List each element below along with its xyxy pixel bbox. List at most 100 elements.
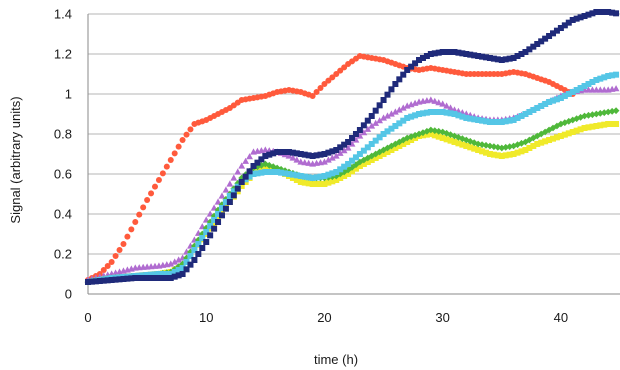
data-point [246, 153, 253, 160]
data-point [356, 163, 363, 169]
data-point [471, 52, 478, 59]
data-point [179, 265, 186, 271]
data-point [337, 144, 344, 151]
data-point [345, 171, 352, 177]
data-point [372, 155, 379, 161]
data-point [486, 151, 493, 157]
series-2 [84, 85, 620, 283]
data-point [411, 131, 419, 139]
data-point [506, 117, 513, 124]
data-point [380, 131, 387, 137]
data-point [518, 148, 525, 155]
data-point [483, 118, 490, 125]
data-point [348, 140, 356, 147]
data-point [534, 41, 541, 47]
data-point [167, 275, 174, 281]
data-point [597, 9, 604, 15]
data-point [254, 159, 261, 166]
data-point [514, 115, 521, 121]
data-point [427, 96, 435, 103]
data-point [423, 53, 430, 59]
data-point [321, 158, 328, 165]
data-point [412, 112, 419, 119]
data-point [333, 147, 340, 153]
data-point [530, 107, 537, 113]
data-point [289, 175, 296, 181]
data-point [475, 117, 482, 123]
data-point [498, 153, 505, 159]
data-point [490, 151, 497, 158]
data-point [151, 271, 158, 278]
data-point [585, 124, 592, 131]
data-point [230, 174, 238, 181]
data-point [542, 35, 549, 42]
y-tick-label: 0.2 [54, 247, 72, 262]
data-point [175, 256, 183, 263]
data-point [577, 113, 584, 121]
data-point [356, 151, 363, 157]
data-point [550, 97, 557, 104]
data-point [494, 119, 501, 125]
data-point [463, 115, 470, 121]
data-point [337, 166, 344, 173]
data-point [262, 165, 269, 171]
data-point [136, 211, 143, 218]
data-point [451, 139, 458, 145]
data-point [553, 122, 561, 130]
data-point [427, 51, 434, 57]
data-point [360, 122, 367, 129]
data-point [352, 165, 359, 172]
data-point [435, 133, 442, 140]
data-point [183, 259, 190, 265]
data-point [301, 173, 308, 180]
data-point [589, 79, 596, 85]
data-point [573, 87, 580, 93]
data-point [561, 131, 568, 138]
data-point [215, 211, 222, 217]
data-point [439, 49, 446, 55]
data-point [546, 33, 553, 39]
y-tick-label: 0.8 [54, 127, 72, 142]
data-point [585, 11, 592, 18]
data-point [396, 76, 403, 83]
data-point [613, 10, 620, 17]
data-point [479, 117, 486, 124]
data-series [84, 9, 620, 286]
data-point [391, 108, 399, 115]
data-point [605, 73, 612, 79]
data-point [419, 55, 426, 61]
data-point [613, 121, 620, 127]
data-point [328, 154, 336, 161]
data-point [305, 174, 312, 181]
data-point [384, 112, 391, 119]
series-1 [85, 53, 576, 283]
data-point [305, 159, 313, 166]
data-point [360, 147, 367, 154]
data-point [431, 97, 439, 104]
data-point [317, 173, 324, 180]
data-point [549, 124, 557, 132]
data-point [585, 81, 592, 87]
data-point [309, 93, 316, 99]
data-point [159, 275, 166, 281]
data-point [333, 71, 340, 77]
data-point [486, 119, 493, 125]
data-point [490, 55, 497, 62]
data-point [345, 161, 352, 167]
data-point [471, 145, 478, 152]
data-point [597, 75, 604, 82]
data-point [416, 57, 423, 63]
data-point [285, 171, 292, 177]
data-point [116, 276, 123, 283]
data-point [191, 247, 198, 253]
data-point [266, 151, 273, 158]
data-point [352, 136, 360, 143]
x-axis-title: time (h) [314, 352, 358, 367]
data-point [344, 144, 352, 151]
data-point [278, 169, 285, 176]
data-point [96, 278, 103, 284]
data-point [569, 17, 576, 23]
data-point [522, 111, 529, 117]
data-point [419, 110, 426, 117]
data-point [384, 149, 391, 155]
